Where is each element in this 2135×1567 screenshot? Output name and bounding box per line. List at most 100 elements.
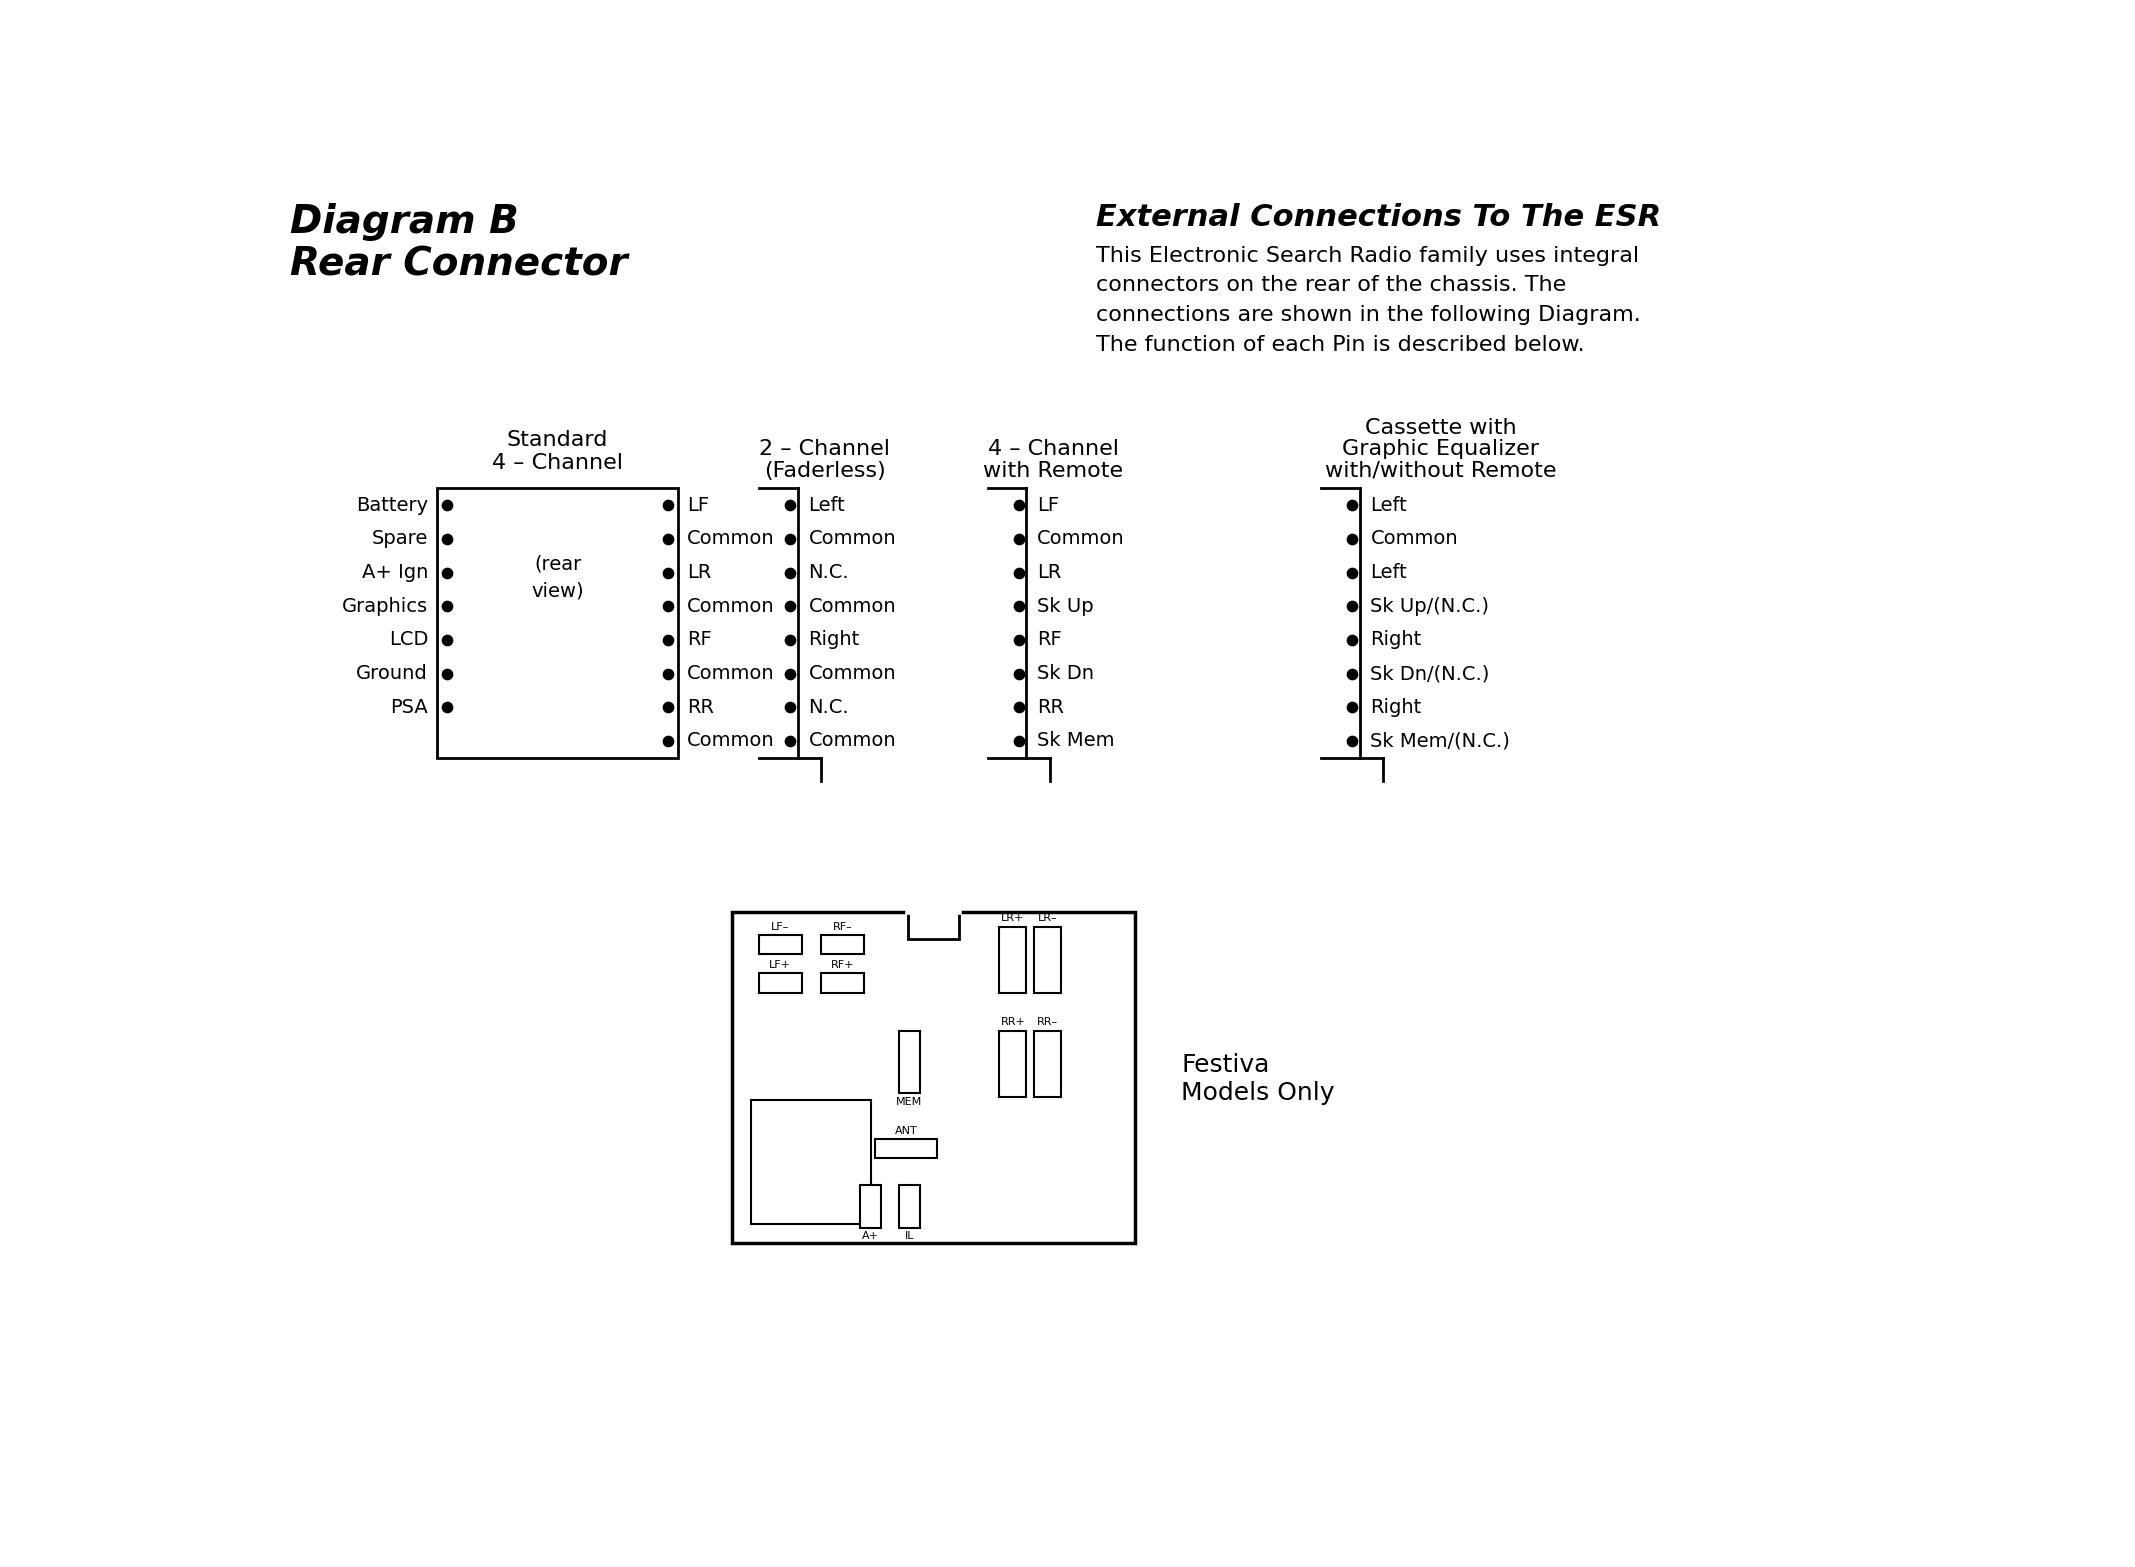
Point [1334,729,1369,754]
Point [651,559,685,584]
Text: N.C.: N.C. [809,697,850,716]
Text: Common: Common [687,530,775,548]
Text: This Electronic Search Radio family uses integral
connectors on the rear of the : This Electronic Search Radio family uses… [1095,246,1642,354]
Bar [760,935,801,954]
Text: RF: RF [1038,630,1061,649]
Point [429,527,463,552]
Point [1001,661,1035,686]
Text: Ground: Ground [357,664,429,683]
Point [773,527,807,552]
Text: Right: Right [1371,630,1422,649]
Text: (rear: (rear [534,555,581,574]
Bar [899,1031,920,1092]
Text: Battery: Battery [357,495,429,514]
Text: IL: IL [905,1232,914,1241]
Text: Models Only: Models Only [1181,1081,1334,1105]
Point [651,694,685,719]
Bar [732,912,1136,1243]
Text: Sk Mem/(N.C.): Sk Mem/(N.C.) [1371,732,1509,751]
Text: MEM: MEM [897,1097,922,1106]
Text: Graphic Equalizer: Graphic Equalizer [1343,439,1539,459]
Point [1001,559,1035,584]
Text: Common: Common [687,732,775,751]
Text: RF+: RF+ [831,961,854,970]
Bar [1033,1031,1061,1097]
Text: Common: Common [809,530,897,548]
Text: Sk Mem: Sk Mem [1038,732,1114,751]
Text: view): view) [532,581,583,600]
Point [773,627,807,652]
Point [429,492,463,517]
Text: 4 – Channel: 4 – Channel [989,439,1119,459]
Text: Sk Up: Sk Up [1038,597,1093,616]
Point [651,492,685,517]
Point [1001,694,1035,719]
Point [651,594,685,619]
Text: RR: RR [687,697,713,716]
Text: Festiva: Festiva [1181,1053,1270,1078]
Point [651,527,685,552]
Text: ANT: ANT [895,1127,918,1136]
Point [1334,492,1369,517]
Bar [822,935,865,954]
Text: Standard: Standard [506,429,608,450]
Text: A+: A+ [863,1232,880,1241]
Point [1334,627,1369,652]
Text: LR–: LR– [1038,914,1057,923]
Text: LF–: LF– [771,921,790,932]
Point [1001,527,1035,552]
Point [1334,661,1369,686]
Text: (Faderless): (Faderless) [764,461,886,481]
Point [651,627,685,652]
Text: LF+: LF+ [769,961,792,970]
Text: Sk Dn: Sk Dn [1038,664,1095,683]
Point [429,594,463,619]
Point [1001,729,1035,754]
Text: 4 – Channel: 4 – Channel [491,453,623,473]
Text: Rear Connector: Rear Connector [290,246,628,284]
Point [651,661,685,686]
Point [429,559,463,584]
Text: with Remote: with Remote [984,461,1123,481]
Bar [999,1031,1027,1097]
Bar [752,1100,871,1224]
Point [1001,627,1035,652]
Text: Graphics: Graphics [342,597,429,616]
Point [1001,594,1035,619]
Bar [1033,928,1061,992]
Bar [760,973,801,992]
Bar [875,1139,937,1158]
Text: 2 – Channel: 2 – Channel [760,439,890,459]
Bar [899,1185,920,1227]
Text: Left: Left [809,495,845,514]
Text: N.C.: N.C. [809,563,850,581]
Point [1334,594,1369,619]
Text: Sk Dn/(N.C.): Sk Dn/(N.C.) [1371,664,1490,683]
Point [429,694,463,719]
Bar [999,928,1027,992]
Text: Common: Common [809,597,897,616]
Text: Common: Common [1371,530,1458,548]
Text: PSA: PSA [391,697,429,716]
Text: LCD: LCD [389,630,429,649]
Point [773,594,807,619]
Text: RF: RF [687,630,711,649]
Text: LR: LR [687,563,711,581]
Point [773,694,807,719]
Bar [438,489,677,758]
Bar [860,1185,882,1227]
Text: LR+: LR+ [1001,914,1025,923]
Point [429,661,463,686]
Text: External Connections To The ESR: External Connections To The ESR [1095,204,1661,232]
Text: RR–: RR– [1038,1017,1059,1028]
Point [1001,492,1035,517]
Point [429,627,463,652]
Text: Right: Right [809,630,860,649]
Text: Common: Common [809,664,897,683]
Text: Left: Left [1371,563,1407,581]
Point [1334,694,1369,719]
Point [1334,559,1369,584]
Text: Common: Common [809,732,897,751]
Text: Right: Right [1371,697,1422,716]
Text: Sk Up/(N.C.): Sk Up/(N.C.) [1371,597,1490,616]
